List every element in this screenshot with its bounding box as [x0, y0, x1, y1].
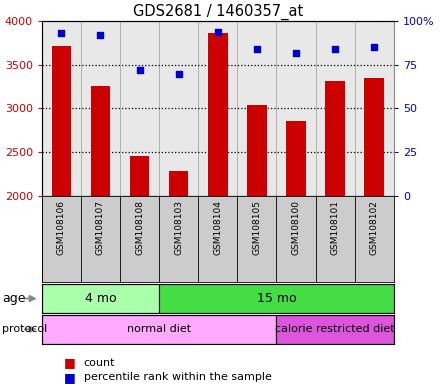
Point: [371, 44, 378, 50]
Point: [332, 46, 339, 52]
Bar: [276, 315, 394, 344]
Text: percentile rank within the sample: percentile rank within the sample: [84, 372, 271, 382]
Text: ■: ■: [64, 356, 76, 369]
Text: GSM108108: GSM108108: [135, 200, 144, 255]
Text: GSM108106: GSM108106: [57, 200, 66, 255]
Bar: [286, 121, 306, 196]
Bar: [169, 170, 188, 196]
Text: GSM108103: GSM108103: [174, 200, 183, 255]
Point: [293, 50, 300, 56]
Text: calorie restricted diet: calorie restricted diet: [275, 324, 395, 334]
Text: count: count: [84, 358, 115, 368]
Bar: [325, 81, 345, 196]
Text: ■: ■: [64, 371, 76, 384]
Text: 15 mo: 15 mo: [257, 292, 296, 305]
Bar: [364, 78, 384, 196]
Text: GSM108105: GSM108105: [253, 200, 261, 255]
Bar: [91, 86, 110, 196]
Bar: [42, 315, 276, 344]
Point: [214, 28, 221, 35]
Text: GSM108104: GSM108104: [213, 200, 222, 255]
Bar: [247, 105, 267, 196]
Point: [175, 71, 182, 77]
Title: GDS2681 / 1460357_at: GDS2681 / 1460357_at: [133, 3, 303, 20]
Text: GSM108101: GSM108101: [330, 200, 340, 255]
Bar: [208, 33, 227, 196]
Text: normal diet: normal diet: [127, 324, 191, 334]
Bar: [51, 46, 71, 196]
Text: 4 mo: 4 mo: [84, 292, 116, 305]
Point: [136, 67, 143, 73]
Point: [97, 32, 104, 38]
Point: [58, 30, 65, 36]
Text: protocol: protocol: [2, 324, 48, 334]
Bar: [159, 284, 394, 313]
Bar: [42, 284, 159, 313]
Text: GSM108107: GSM108107: [96, 200, 105, 255]
Text: GSM108100: GSM108100: [292, 200, 301, 255]
Point: [253, 46, 260, 52]
Bar: [130, 156, 149, 196]
Text: GSM108102: GSM108102: [370, 200, 379, 255]
Text: age: age: [2, 292, 26, 305]
